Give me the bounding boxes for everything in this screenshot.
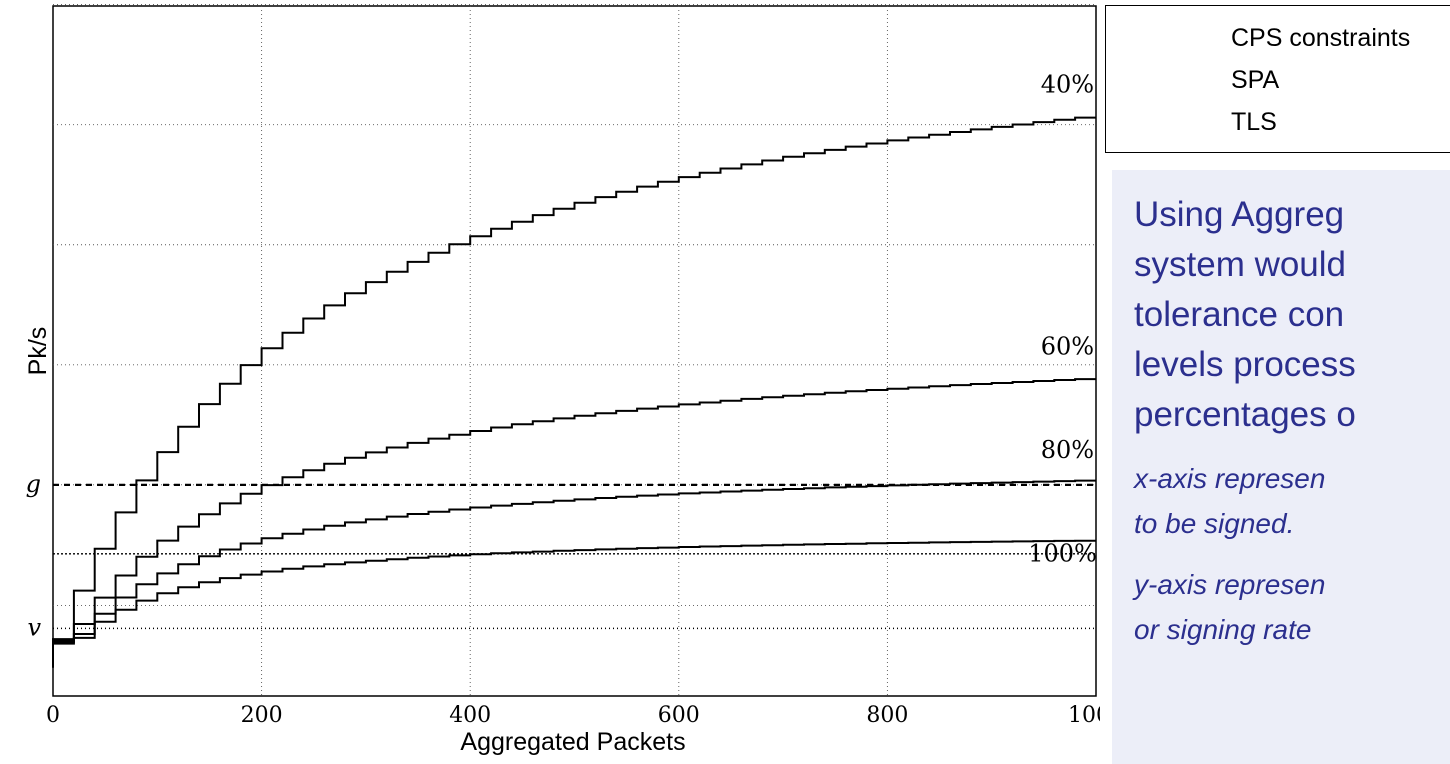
plot-frame (52, 5, 1097, 697)
legend-label-cps: CPS constraints (1231, 24, 1411, 52)
series-line-40pct (52, 116, 1096, 664)
curve-labels: 40% 60% 80% 100% (1028, 70, 1097, 567)
x-tick-label: 0 (46, 703, 60, 728)
y-tick-label: g (26, 470, 41, 498)
legend-item-tls: TLS (1106, 104, 1450, 144)
note-y-axis: y-axis represen or signing rate (1134, 562, 1450, 652)
series-line-80pct (52, 479, 1096, 667)
legend-label-tls: TLS (1231, 108, 1277, 136)
legend-item-spa: SPA (1106, 62, 1450, 102)
note-line: percentages o (1134, 395, 1356, 434)
note-x-axis: x-axis represen to be signed. (1134, 456, 1450, 546)
y-axis-title: Pk/s (24, 327, 52, 376)
curve-label: 40% (1041, 70, 1094, 98)
series-line-100pct (52, 539, 1096, 665)
note-x-line: to be signed. (1134, 508, 1295, 539)
note-description: Using Aggreg system would tolerance con … (1134, 190, 1450, 440)
curve-label: 60% (1041, 332, 1094, 360)
legend-label-spa: SPA (1231, 66, 1280, 94)
series-lines (52, 116, 1096, 668)
axis-ticks: 0 200 400 600 800 1000 g v (26, 470, 1100, 728)
x-tick-label: 400 (449, 703, 491, 728)
note-line: levels process (1134, 345, 1356, 384)
note-panel: Using Aggreg system would tolerance con … (1112, 170, 1450, 764)
x-tick-label: 600 (658, 703, 700, 728)
note-line: system would (1134, 245, 1347, 284)
x-tick-label: 800 (866, 703, 908, 728)
curve-label: 80% (1041, 436, 1094, 464)
y-tick-label: v (27, 613, 41, 641)
grid (53, 4, 1096, 696)
note-line: Using Aggreg (1134, 195, 1345, 234)
note-line: tolerance con (1134, 295, 1345, 334)
legend: CPS constraints SPA TLS (1105, 5, 1450, 153)
x-axis-title: Aggregated Packets (460, 728, 685, 756)
legend-item-cps: CPS constraints (1106, 20, 1450, 60)
curve-label: 100% (1028, 539, 1097, 567)
chart: 40% 60% 80% 100% 0 200 400 600 800 1000 g v Aggreg… (24, 4, 1100, 756)
note-x-line: x-axis represen (1134, 463, 1326, 494)
x-tick-label: 200 (241, 703, 283, 728)
x-tick-label: 1000 (1068, 703, 1100, 728)
series-line-60pct (52, 378, 1096, 668)
note-y-line: or signing rate (1134, 614, 1312, 645)
note-y-line: y-axis represen (1134, 569, 1326, 600)
